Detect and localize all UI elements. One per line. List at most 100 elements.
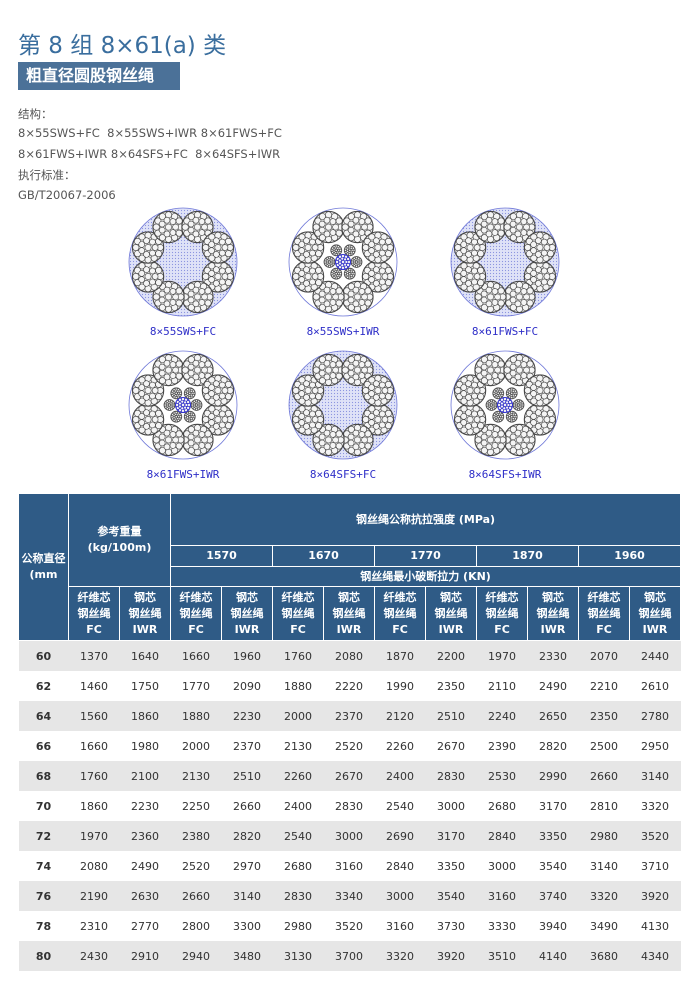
- diagram-caption: 8×64SFS+IWR: [469, 468, 542, 481]
- wire: [329, 288, 337, 295]
- wire: [187, 369, 195, 377]
- wire: [497, 430, 505, 438]
- wire: [465, 280, 472, 287]
- table-cell: 2660: [170, 881, 222, 911]
- wire: [373, 266, 380, 273]
- wire: [480, 290, 488, 298]
- table-cell: 70: [35, 799, 52, 813]
- wire: [497, 287, 505, 295]
- wire: [169, 401, 173, 405]
- wire: [204, 430, 212, 438]
- table-cell: 2260: [272, 761, 324, 791]
- wire: [172, 390, 176, 394]
- wire: [543, 273, 551, 280]
- wire: [169, 442, 177, 449]
- wire: [500, 389, 504, 393]
- wire: [352, 216, 360, 224]
- wire: [158, 377, 166, 385]
- wire: [471, 249, 478, 257]
- wire: [208, 419, 215, 426]
- wire: [535, 394, 542, 401]
- wire: [485, 429, 493, 437]
- table-body: 60 1370 1640 1660 1960 1760 2080 1870 2200 1970 23…: [18, 640, 681, 971]
- structure-line: 8×61FWS+IWR 8×64SFS+FC 8×64SFS+IWR: [18, 147, 281, 161]
- wire: [213, 423, 220, 430]
- wire: [520, 442, 528, 449]
- wire: [509, 389, 513, 393]
- wire: [514, 359, 522, 367]
- wire: [192, 300, 200, 308]
- wire: [198, 218, 206, 225]
- wire: [204, 360, 212, 368]
- wire: [526, 217, 534, 225]
- wire: [329, 229, 337, 236]
- header-cell: 钢芯 钢丝绳 IWR: [629, 586, 682, 641]
- wire: [509, 363, 517, 371]
- wire: [149, 421, 156, 429]
- wire: [480, 234, 488, 242]
- diagram-caption: 8×55SWS+IWR: [307, 325, 380, 338]
- wire: [221, 244, 229, 251]
- table-cell: 68: [18, 761, 69, 791]
- wire: [152, 366, 160, 374]
- wire: [165, 366, 172, 374]
- table-cell: 64: [18, 701, 69, 731]
- table-cell: 1860: [119, 701, 171, 731]
- wire: [186, 400, 190, 404]
- wire: [514, 443, 522, 451]
- wire: [192, 404, 196, 408]
- wire: [471, 267, 478, 275]
- wire: [219, 410, 226, 418]
- wire: [346, 247, 349, 251]
- wire: [341, 366, 349, 374]
- wire: [178, 389, 182, 393]
- table-row: 72 1970 2360 2380 2820 2540 3000 2690 3170 2840 33…: [18, 821, 681, 851]
- table-cell: 2520: [335, 739, 364, 753]
- wire: [138, 254, 146, 262]
- wire: [329, 299, 337, 306]
- wire: [152, 436, 160, 444]
- header-line: 钢丝绳: [128, 606, 162, 620]
- wire: [335, 430, 343, 438]
- wire: [208, 270, 215, 277]
- wire: [460, 276, 468, 283]
- wire: [187, 226, 195, 234]
- wire: [332, 247, 336, 251]
- wire: [474, 293, 482, 301]
- table-cell: 3510: [476, 941, 528, 971]
- header-line: 钢丝绳: [536, 606, 570, 620]
- header-line: 纤维芯: [587, 590, 621, 604]
- wire: [466, 416, 474, 423]
- wire: [496, 389, 500, 393]
- wire: [167, 401, 171, 404]
- wire: [364, 360, 372, 368]
- table-cell: 2110: [488, 679, 517, 693]
- wire: [335, 217, 343, 225]
- wire: [175, 217, 183, 225]
- wire: [176, 393, 180, 397]
- wire: [309, 267, 316, 275]
- wire: [214, 416, 222, 423]
- wire: [526, 430, 534, 438]
- header-line: FC: [596, 622, 612, 636]
- wire: [172, 223, 179, 231]
- wire: [509, 439, 517, 447]
- wire: [214, 387, 222, 394]
- header-line: FC: [290, 622, 306, 636]
- table-cell: 1970: [68, 821, 120, 851]
- wire: [202, 244, 210, 251]
- wire: [520, 372, 528, 379]
- wire: [338, 265, 342, 269]
- wire: [143, 251, 150, 258]
- table-cell: 2830: [272, 881, 324, 911]
- wire: [201, 293, 208, 301]
- table-cell: 3920: [629, 881, 681, 911]
- wire: [379, 267, 386, 275]
- wire: [471, 410, 478, 418]
- wire: [489, 401, 493, 404]
- wire: [155, 409, 163, 417]
- wire: [169, 288, 177, 295]
- header-cell: 钢丝绳公称抗拉强度 (MPa): [170, 493, 682, 546]
- wire: [225, 266, 232, 274]
- wire: [176, 417, 180, 420]
